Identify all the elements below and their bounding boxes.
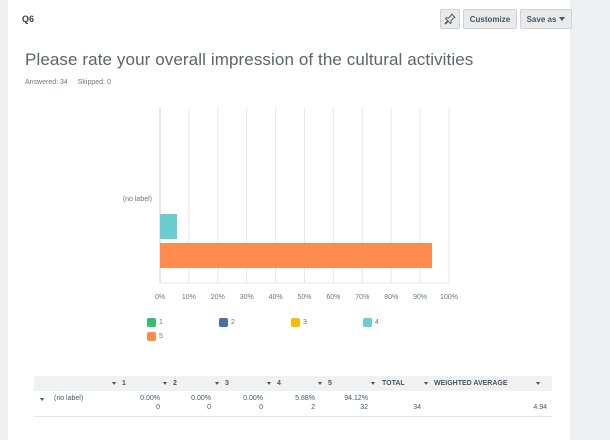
legend-item-3[interactable]: 3 [291, 318, 307, 327]
legend-item-5[interactable]: 5 [147, 332, 163, 341]
column-header-2[interactable]: 2 [173, 380, 177, 387]
x-tick-label-10: 100% [440, 294, 458, 301]
cell-count-3: 0 [259, 404, 263, 411]
question-title: Please rate your overall impression of t… [25, 50, 474, 69]
x-tick-label-7: 70% [355, 294, 369, 301]
category-label: (no label) [123, 196, 152, 203]
cell-percent-4: 5.88% [295, 395, 315, 402]
cell-count-2: 0 [207, 404, 211, 411]
column-header-total[interactable]: TOTAL [382, 380, 405, 387]
cell-total: 34 [413, 404, 421, 411]
legend-item-4[interactable]: 4 [363, 318, 379, 327]
save-as-button[interactable]: Save as [520, 9, 572, 29]
bar-series-4 [160, 214, 177, 239]
legend-swatch-1 [147, 318, 156, 327]
column-header-4[interactable]: 4 [277, 380, 281, 387]
cell-count-4: 2 [311, 404, 315, 411]
column-2-dropdown-icon[interactable] [215, 382, 219, 385]
column-header-3[interactable]: 3 [225, 380, 229, 387]
legend-label-3: 3 [303, 319, 307, 326]
row-filter-dropdown-icon[interactable] [112, 382, 116, 385]
save-as-label: Save as [526, 14, 557, 24]
column-5-dropdown-icon[interactable] [371, 382, 375, 385]
customize-button[interactable]: Customize [463, 9, 517, 29]
table-header: 1 2 3 4 5 TOTAL WEIGHTED AVERAGE [34, 376, 552, 391]
cell-percent-5: 94.12% [344, 395, 368, 402]
pin-button[interactable] [440, 9, 460, 29]
column-1-dropdown-icon[interactable] [163, 382, 167, 385]
chevron-down-icon [559, 17, 566, 21]
column-header-weighted-average[interactable]: WEIGHTED AVERAGE [434, 380, 508, 387]
cell-count-5: 32 [360, 404, 368, 411]
legend-swatch-4 [363, 318, 372, 327]
expand-row-icon[interactable] [40, 398, 44, 401]
total-dropdown-icon[interactable] [424, 382, 428, 385]
x-tick-label-3: 30% [240, 294, 254, 301]
legend-swatch-2 [219, 318, 228, 327]
x-tick-label-8: 80% [384, 294, 398, 301]
x-tick-label-1: 10% [182, 294, 196, 301]
x-tick-label-9: 90% [413, 294, 427, 301]
legend-label-5: 5 [159, 333, 163, 340]
legend-item-2[interactable]: 2 [219, 318, 235, 327]
x-tick-label-6: 60% [326, 294, 340, 301]
question-card: Q6 Customize Save as Please rate your ov… [8, 0, 572, 440]
response-stats: Answered: 34 Skipped: 0 [25, 79, 119, 86]
legend-label-4: 4 [375, 319, 379, 326]
weighted-average-dropdown-icon[interactable] [536, 382, 540, 385]
legend-item-1[interactable]: 1 [147, 318, 163, 327]
answered-count: Answered: 34 [25, 79, 68, 86]
cell-percent-3: 0.00% [243, 395, 263, 402]
column-4-dropdown-icon[interactable] [318, 382, 322, 385]
cell-percent-1: 0.00% [140, 395, 160, 402]
cell-percent-2: 0.00% [191, 395, 211, 402]
x-tick-label-5: 50% [297, 294, 311, 301]
legend-swatch-5 [147, 332, 156, 341]
question-number: Q6 [22, 14, 35, 24]
skipped-count: Skipped: 0 [77, 79, 111, 86]
legend-label-2: 2 [231, 319, 235, 326]
table-row: (no label) 0.00% 0 0.00% 0 0.00% 0 5.88%… [34, 391, 552, 417]
row-label: (no label) [54, 395, 84, 402]
x-tick-label-0: 0% [155, 294, 165, 301]
legend-swatch-3 [291, 318, 300, 327]
column-header-1[interactable]: 1 [122, 380, 126, 387]
results-table: 1 2 3 4 5 TOTAL WEIGHTED AVERAGE (no lab… [34, 376, 552, 417]
cell-weighted-average: 4.94 [533, 404, 547, 411]
column-3-dropdown-icon[interactable] [267, 382, 271, 385]
pin-icon [444, 13, 456, 25]
legend-label-1: 1 [159, 319, 163, 326]
bar-chart: 0% 10% 20% 30% 40% 50% 60% 70% 80% 90% 100% (no lab… [123, 108, 458, 301]
column-header-5[interactable]: 5 [328, 380, 332, 387]
x-tick-label-2: 20% [211, 294, 225, 301]
x-tick-label-4: 40% [269, 294, 283, 301]
bar-series-5 [160, 243, 433, 268]
cell-count-1: 0 [156, 404, 160, 411]
question-header: Q6 Customize Save as [22, 9, 572, 31]
